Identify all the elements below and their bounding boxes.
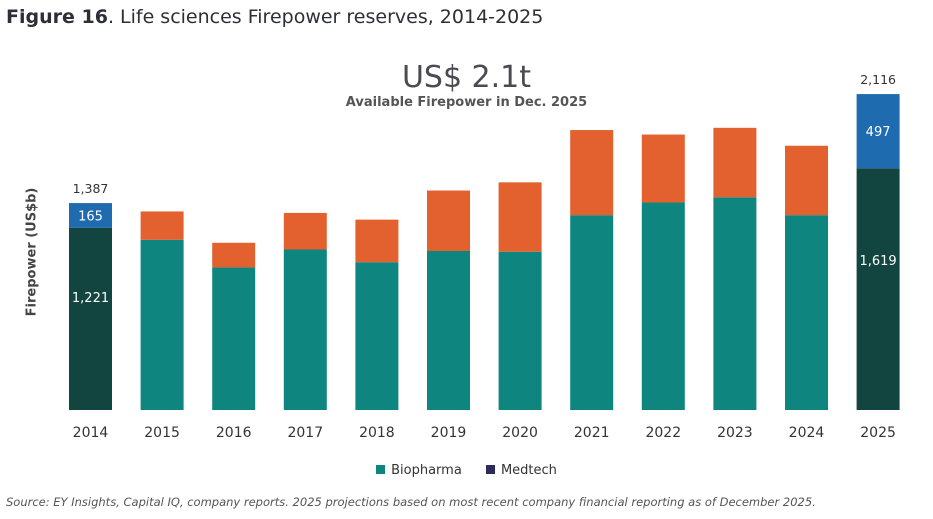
x-tick-label-2016: 2016: [216, 425, 252, 441]
x-tick-label-2014: 2014: [73, 425, 109, 441]
bar-biopharma-2015: [140, 239, 184, 410]
x-tick-label-2017: 2017: [287, 425, 323, 441]
x-tick-label-2023: 2023: [717, 425, 753, 441]
medtech-label-2014: 165: [78, 209, 103, 224]
bar-biopharma-2024: [785, 215, 828, 410]
bar-medtech-2015: [140, 211, 184, 240]
bar-medtech-2016: [212, 242, 256, 268]
x-tick-label-2020: 2020: [502, 425, 538, 441]
figure-label: Figure 16: [6, 6, 108, 28]
bar-medtech-2024: [785, 145, 828, 216]
legend-item-biopharma: Biopharma: [376, 463, 462, 478]
legend-label-medtech: Medtech: [500, 463, 557, 478]
bar-medtech-2022: [641, 134, 685, 203]
bar-medtech-2025: [856, 94, 900, 169]
figure-title-text: . Life sciences Firepower reserves, 2014…: [107, 6, 544, 28]
bar-biopharma-2023: [713, 197, 757, 410]
bar-biopharma-2020: [498, 251, 542, 410]
source-note: Source: EY Insights, Capital IQ, company…: [6, 495, 816, 509]
headline-value: US$ 2.1t: [401, 60, 532, 95]
bar-biopharma-2016: [212, 267, 256, 410]
bar-medtech-2017: [283, 212, 327, 250]
x-tick-label-2015: 2015: [144, 425, 180, 441]
legend-swatch-biopharma: [376, 465, 386, 474]
legend-item-medtech: Medtech: [485, 463, 557, 478]
total-label-2014: 1,387: [73, 181, 109, 196]
figure-title: Figure 16. Life sciences Firepower reser…: [6, 6, 543, 28]
medtech-label-2025: 497: [866, 125, 891, 140]
headline-subtitle: Available Firepower in Dec. 2025: [345, 95, 588, 110]
x-tick-label-2018: 2018: [359, 425, 395, 441]
x-tick-label-2019: 2019: [431, 425, 467, 441]
biopharma-label-2014: 1,221: [72, 291, 109, 306]
bar-biopharma-2025: [856, 168, 900, 410]
bar-biopharma-2014: [69, 227, 112, 410]
bar-biopharma-2017: [283, 249, 327, 410]
biopharma-label-2025: 1,619: [859, 254, 896, 269]
bar-biopharma-2022: [641, 202, 685, 410]
bar-medtech-2014: [69, 203, 112, 228]
x-tick-label-2022: 2022: [645, 425, 681, 441]
bar-medtech-2023: [713, 127, 757, 198]
bar-biopharma-2021: [570, 215, 614, 410]
bar-medtech-2018: [355, 219, 399, 263]
legend-label-biopharma: Biopharma: [391, 463, 462, 478]
bar-medtech-2020: [498, 182, 542, 252]
bar-medtech-2021: [570, 130, 614, 216]
x-tick-label-2024: 2024: [789, 425, 825, 441]
legend-swatch-medtech: [485, 465, 495, 474]
bar-biopharma-2019: [427, 250, 470, 410]
bar-biopharma-2018: [355, 262, 399, 410]
x-tick-label-2021: 2021: [574, 425, 610, 441]
chart-legend: Biopharma Medtech: [0, 463, 933, 478]
x-tick-label-2025: 2025: [860, 425, 896, 441]
total-label-2025: 2,116: [860, 72, 896, 87]
bar-medtech-2019: [427, 190, 470, 251]
